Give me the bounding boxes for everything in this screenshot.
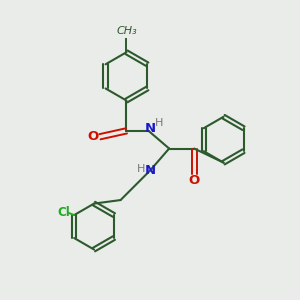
Text: O: O	[188, 174, 200, 188]
Text: H: H	[136, 164, 145, 174]
Text: CH₃: CH₃	[116, 26, 137, 36]
Text: Cl: Cl	[58, 206, 70, 219]
Text: H: H	[154, 118, 163, 128]
Text: N: N	[145, 164, 156, 177]
Text: N: N	[144, 122, 156, 135]
Text: O: O	[88, 130, 99, 143]
